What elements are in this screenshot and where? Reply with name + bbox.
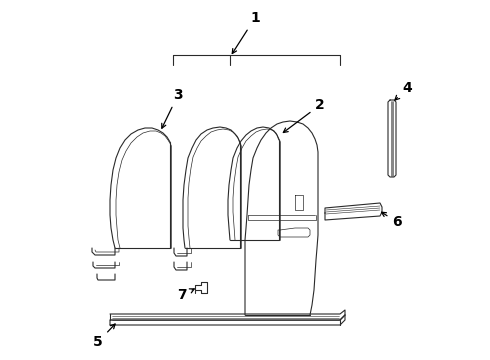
Text: 6: 6 [382,212,402,229]
Text: 2: 2 [283,98,325,132]
Text: 1: 1 [232,11,260,54]
Text: 5: 5 [93,324,115,349]
Text: 3: 3 [162,88,183,128]
Text: 7: 7 [177,288,194,302]
Text: 4: 4 [395,81,412,100]
